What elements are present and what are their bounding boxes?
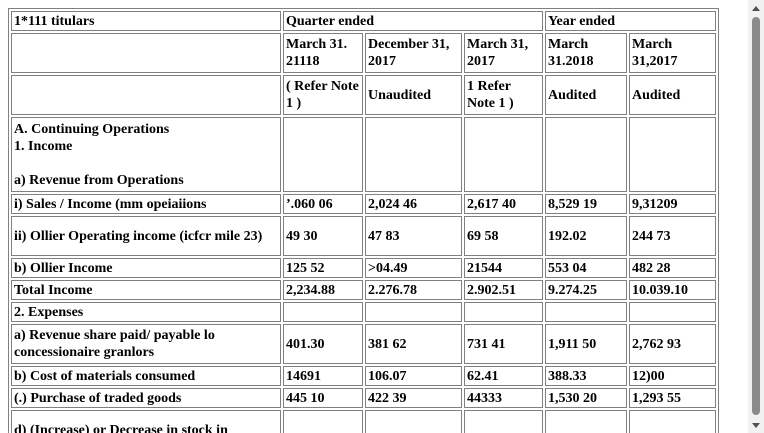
value-cell: 12)00 [629,366,716,386]
financial-results-table: 1*111 titulars Quarter ended Year ended … [8,8,719,433]
row-label: a) Revenue share paid/ payable lo conces… [11,324,281,364]
header-note-cell: 1 Refer Note 1 ) [464,75,543,115]
value-cell: 10.039.10 [629,280,716,300]
header-date-cell: March 31. 21118 [283,33,363,73]
value-cell: 2.276.78 [365,280,462,300]
section-expenses: 2. Expenses [11,302,281,322]
section-row-continuing: A. Continuing Operations 1. Income a) Reve… [11,117,716,192]
table-row-total: Total Income 2,234.88 2.276.78 2.902.51 … [11,280,716,300]
section-revenue-ops: a) Revenue from Operations [14,172,184,188]
empty-cell [283,302,363,322]
value-cell [464,410,543,433]
vertical-scrollbar[interactable] [748,0,764,433]
header-note-cell: Audited [545,75,627,115]
value-cell: 2,234.88 [283,280,363,300]
empty-cell [629,117,716,192]
row-label: d) (Increase) or Decrease in stock in [11,410,281,433]
value-cell [283,410,363,433]
value-cell [545,410,627,433]
empty-cell [545,302,627,322]
value-cell: 8,529 19 [545,194,627,214]
empty-cell [629,302,716,322]
value-cell: 2.902.51 [464,280,543,300]
value-cell: 49 30 [283,216,363,256]
value-cell: 1,293 55 [629,388,716,408]
value-cell: 192.02 [545,216,627,256]
empty-cell [283,117,363,192]
header-note-cell: Unaudited [365,75,462,115]
header-row-dates: March 31. 21118 December 31, 2017 March … [11,33,716,73]
row-label: ii) Ollier Operating income (icfcr mile … [11,216,281,256]
value-cell: 381 62 [365,324,462,364]
header-year-ended: Year ended [545,11,716,31]
scrollbar-thumb[interactable] [752,17,760,415]
section-continuing-ops: A. Continuing Operations [14,121,170,137]
value-cell: 9,31209 [629,194,716,214]
row-label: Total Income [11,280,281,300]
value-cell: 2,617 40 [464,194,543,214]
value-cell: 44333 [464,388,543,408]
value-cell: 445 10 [283,388,363,408]
value-cell: 106.07 [365,366,462,386]
empty-cell [464,302,543,322]
value-cell: 14691 [283,366,363,386]
table-row: b) Ollier Income 125 52 >04.49 21544 553… [11,258,716,278]
value-cell: 731 41 [464,324,543,364]
header-particulars: 1*111 titulars [11,11,281,31]
value-cell: 125 52 [283,258,363,278]
table-row: d) (Increase) or Decrease in stock in [11,410,716,433]
scroll-down-arrow-icon[interactable] [748,417,764,433]
table-row: i) Sales / Income (mm opeiaiions ’.060 0… [11,194,716,214]
value-cell: >04.49 [365,258,462,278]
section-heading-cell: A. Continuing Operations 1. Income a) Reve… [11,117,281,192]
value-cell [365,410,462,433]
header-date-cell: March 31, 2017 [464,33,543,73]
empty-cell [464,117,543,192]
row-label: b) Ollier Income [11,258,281,278]
header-date-cell: March 31.2018 [545,33,627,73]
empty-cell [545,117,627,192]
header-row-period: 1*111 titulars Quarter ended Year ended [11,11,716,31]
value-cell: 1,911 50 [545,324,627,364]
header-blank-cell [11,75,281,115]
table-row: (.) Purchase of traded goods 445 10 422 … [11,388,716,408]
table-row: b) Cost of materials consumed 14691 106.… [11,366,716,386]
value-cell: 553 04 [545,258,627,278]
value-cell [629,410,716,433]
header-date-cell: March 31,2017 [629,33,716,73]
value-cell: 422 39 [365,388,462,408]
row-label: (.) Purchase of traded goods [11,388,281,408]
value-cell: 2,762 93 [629,324,716,364]
header-note-cell: Audited [629,75,716,115]
row-label: b) Cost of materials consumed [11,366,281,386]
document-viewport: 1*111 titulars Quarter ended Year ended … [8,8,719,433]
section-row-expenses: 2. Expenses [11,302,716,322]
value-cell: 2,024 46 [365,194,462,214]
value-cell: 21544 [464,258,543,278]
value-cell: ’.060 06 [283,194,363,214]
value-cell: 47 83 [365,216,462,256]
header-note-cell: ( Refer Note 1 ) [283,75,363,115]
value-cell: 401.30 [283,324,363,364]
table-row: ii) Ollier Operating income (icfcr mile … [11,216,716,256]
empty-cell [365,302,462,322]
header-date-cell: December 31, 2017 [365,33,462,73]
value-cell: 244 73 [629,216,716,256]
value-cell: 388.33 [545,366,627,386]
table-row: a) Revenue share paid/ payable lo conces… [11,324,716,364]
value-cell: 1,530 20 [545,388,627,408]
header-blank-cell [11,33,281,73]
value-cell: 62.41 [464,366,543,386]
header-quarter-ended: Quarter ended [283,11,543,31]
empty-cell [365,117,462,192]
value-cell: 69 58 [464,216,543,256]
row-label: i) Sales / Income (mm opeiaiions [11,194,281,214]
scroll-up-arrow-icon[interactable] [748,0,764,16]
header-row-notes: ( Refer Note 1 ) Unaudited 1 Refer Note … [11,75,716,115]
section-income: 1. Income [14,138,73,154]
value-cell: 9.274.25 [545,280,627,300]
value-cell: 482 28 [629,258,716,278]
